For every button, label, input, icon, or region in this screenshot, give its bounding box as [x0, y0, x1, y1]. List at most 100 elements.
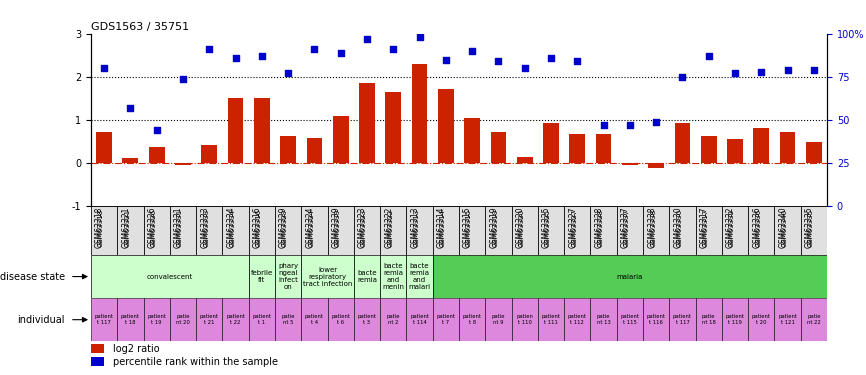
- Bar: [327, 298, 354, 341]
- Text: patient
t 119: patient t 119: [726, 314, 745, 325]
- Bar: [459, 206, 485, 255]
- Bar: [275, 255, 301, 298]
- Bar: [779, 132, 796, 163]
- Point: [597, 122, 611, 128]
- Bar: [301, 206, 327, 255]
- Bar: [669, 206, 695, 255]
- Text: GSM63340: GSM63340: [782, 209, 787, 247]
- Text: percentile rank within the sample: percentile rank within the sample: [113, 357, 278, 367]
- Text: GSM63334: GSM63334: [227, 206, 236, 248]
- Bar: [249, 206, 275, 255]
- Bar: [117, 206, 144, 255]
- Point: [281, 70, 295, 76]
- Point: [412, 34, 426, 40]
- Bar: [406, 206, 433, 255]
- Bar: [701, 136, 717, 163]
- Bar: [564, 206, 591, 255]
- Text: GSM63313: GSM63313: [410, 206, 419, 248]
- Bar: [591, 206, 617, 255]
- Text: GSM63315: GSM63315: [466, 209, 472, 247]
- Bar: [196, 206, 223, 255]
- Bar: [433, 298, 459, 341]
- Text: GSM63323: GSM63323: [361, 209, 367, 247]
- Text: GSM63322: GSM63322: [387, 209, 393, 247]
- Point: [176, 76, 190, 82]
- Text: GSM63317: GSM63317: [702, 209, 708, 247]
- Text: bacte
remia: bacte remia: [357, 270, 377, 283]
- Text: patient
t 19: patient t 19: [147, 314, 166, 325]
- Bar: [596, 134, 611, 163]
- Text: patie
nt 9: patie nt 9: [492, 314, 505, 325]
- Point: [518, 65, 532, 71]
- Bar: [517, 157, 533, 163]
- Text: febrile
fit: febrile fit: [250, 270, 273, 283]
- Bar: [748, 298, 774, 341]
- Bar: [490, 132, 507, 163]
- Text: patient
t 114: patient t 114: [410, 314, 429, 325]
- Text: GSM63335: GSM63335: [808, 209, 814, 247]
- Text: GSM63319: GSM63319: [489, 206, 499, 248]
- Bar: [254, 99, 269, 163]
- Point: [439, 57, 453, 63]
- Bar: [354, 206, 380, 255]
- Point: [675, 74, 689, 80]
- Text: GSM63322: GSM63322: [385, 206, 393, 248]
- Bar: [538, 206, 564, 255]
- Bar: [695, 298, 722, 341]
- Bar: [91, 298, 117, 341]
- Text: GSM63340: GSM63340: [779, 206, 787, 248]
- Text: GSM63325: GSM63325: [545, 209, 551, 247]
- Text: patie
nt 13: patie nt 13: [597, 314, 611, 325]
- Text: patient
t 1: patient t 1: [252, 314, 271, 325]
- Point: [571, 58, 585, 64]
- Bar: [359, 83, 375, 163]
- Bar: [753, 128, 769, 163]
- Bar: [649, 163, 664, 168]
- Bar: [543, 123, 559, 163]
- Point: [333, 50, 347, 56]
- Bar: [695, 206, 722, 255]
- Bar: [617, 298, 643, 341]
- Point: [229, 55, 242, 61]
- Point: [780, 67, 794, 73]
- Text: GSM63339: GSM63339: [332, 206, 340, 248]
- Bar: [144, 298, 170, 341]
- Text: GSM63313: GSM63313: [414, 209, 419, 247]
- Text: GSM63317: GSM63317: [700, 206, 708, 248]
- Bar: [748, 206, 774, 255]
- Bar: [301, 255, 354, 298]
- Bar: [459, 298, 485, 341]
- Text: GSM63331: GSM63331: [174, 206, 183, 248]
- Text: GSM63324: GSM63324: [308, 209, 314, 247]
- Text: bacte
remia
and
menin: bacte remia and menin: [382, 263, 404, 290]
- Text: GSM63316: GSM63316: [255, 209, 262, 247]
- Text: patient
t 117: patient t 117: [673, 314, 692, 325]
- Bar: [228, 98, 243, 163]
- Text: GSM63315: GSM63315: [463, 206, 472, 248]
- Text: GSM63328: GSM63328: [595, 206, 604, 248]
- Text: GSM63321: GSM63321: [121, 206, 131, 248]
- Bar: [380, 206, 406, 255]
- Text: GSM63327: GSM63327: [572, 209, 578, 247]
- Text: GSM63332: GSM63332: [729, 209, 735, 247]
- Text: GDS1563 / 35751: GDS1563 / 35751: [91, 22, 189, 32]
- Text: GSM63327: GSM63327: [568, 206, 578, 248]
- Point: [465, 48, 479, 54]
- Text: patient
t 112: patient t 112: [568, 314, 587, 325]
- Point: [623, 122, 637, 128]
- Text: malaria: malaria: [617, 274, 643, 280]
- Point: [386, 46, 400, 52]
- Bar: [564, 298, 591, 341]
- Text: GSM63319: GSM63319: [493, 209, 499, 247]
- Text: GSM63333: GSM63333: [200, 206, 210, 248]
- Bar: [774, 206, 801, 255]
- Bar: [281, 135, 296, 163]
- Text: GSM63318: GSM63318: [95, 206, 104, 248]
- Bar: [774, 298, 801, 341]
- Bar: [91, 255, 249, 298]
- Bar: [385, 92, 401, 163]
- Bar: [433, 255, 827, 298]
- Text: GSM63320: GSM63320: [516, 206, 525, 248]
- Bar: [201, 145, 217, 163]
- Bar: [380, 298, 406, 341]
